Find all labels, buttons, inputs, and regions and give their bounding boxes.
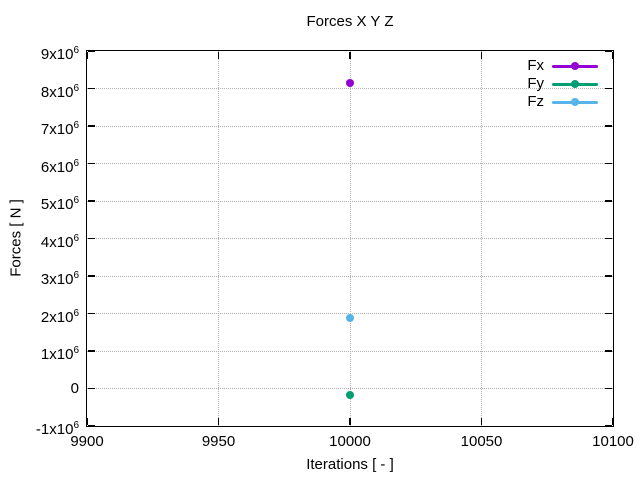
y-tick-right <box>605 200 612 202</box>
x-tick-bottom <box>480 418 483 425</box>
y-tick-left <box>88 237 95 240</box>
y-tick-right <box>605 350 612 352</box>
y-tick-right <box>605 425 612 427</box>
legend-item-fz: Fz <box>527 93 598 111</box>
plot-area <box>86 50 614 427</box>
x-tick-top <box>349 52 351 59</box>
gridline-vertical <box>481 51 482 426</box>
y-tick-right <box>605 237 612 240</box>
y-tick-label: 1x106 <box>40 345 79 363</box>
x-tick-label: 10100 <box>592 433 634 450</box>
y-tick-right <box>605 275 612 277</box>
gridline-vertical <box>349 51 351 426</box>
x-tick-bottom <box>612 418 614 425</box>
y-tick-label: 2x106 <box>40 307 79 326</box>
legend-swatch <box>552 57 598 75</box>
data-point-fx <box>346 78 354 87</box>
y-tick-left <box>88 425 95 427</box>
legend-swatch <box>552 93 598 111</box>
y-tick-label: 5x106 <box>40 195 79 213</box>
legend-marker <box>571 98 579 106</box>
legend-marker <box>571 62 579 70</box>
x-tick-top <box>480 52 483 59</box>
chart-title: Forces X Y Z <box>306 13 394 30</box>
y-tick-left <box>88 275 95 277</box>
data-point-fy <box>346 390 354 399</box>
legend-label: Fy <box>527 75 544 92</box>
y-tick-right <box>605 87 612 90</box>
y-tick-right <box>605 387 612 390</box>
legend: Fx Fy Fz <box>527 57 598 111</box>
y-tick-label: 6x106 <box>40 157 79 176</box>
x-tick-bottom <box>349 418 351 425</box>
legend-item-fx: Fx <box>527 57 598 75</box>
x-tick-bottom <box>86 418 88 425</box>
legend-label: Fx <box>527 57 544 74</box>
y-tick-left <box>88 350 95 352</box>
y-tick-left <box>88 125 95 127</box>
x-tick-label: 10000 <box>329 433 371 450</box>
y-tick-label: 0 <box>70 379 79 397</box>
x-axis-label: Iterations [ - ] <box>306 456 394 473</box>
legend-item-fy: Fy <box>527 75 598 93</box>
y-tick-left <box>88 387 95 390</box>
legend-label: Fz <box>527 93 544 110</box>
data-point-fz <box>346 314 354 322</box>
x-tick-label: 9950 <box>201 433 236 450</box>
legend-marker <box>571 80 579 88</box>
y-tick-label: 8x106 <box>40 82 79 101</box>
y-tick-left <box>88 50 95 52</box>
x-tick-label: 10050 <box>460 433 503 450</box>
x-tick-top <box>612 52 614 59</box>
y-tick-right <box>605 50 612 52</box>
x-tick-bottom <box>217 418 220 425</box>
y-tick-label: 3x106 <box>40 270 79 288</box>
x-tick-label: 9900 <box>70 433 104 450</box>
y-tick-label: 7x106 <box>40 120 79 138</box>
y-tick-label: 9x106 <box>40 45 79 63</box>
y-tick-left <box>88 312 95 315</box>
gridline-vertical <box>218 51 219 426</box>
legend-swatch <box>552 75 598 93</box>
y-tick-label: 4x106 <box>40 232 79 251</box>
y-tick-right <box>605 312 612 315</box>
y-tick-left <box>88 87 95 90</box>
y-tick-label: -1x106 <box>35 420 79 438</box>
x-tick-top <box>217 52 220 59</box>
y-tick-left <box>88 200 95 202</box>
y-tick-left <box>88 162 95 165</box>
y-tick-right <box>605 162 612 165</box>
x-tick-top <box>86 52 88 59</box>
y-tick-right <box>605 125 612 127</box>
